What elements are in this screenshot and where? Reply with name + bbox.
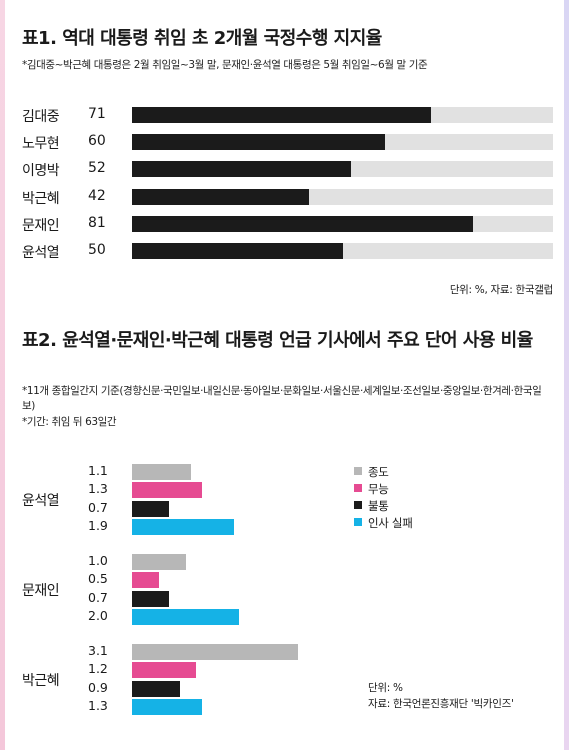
- chart2-legend-label: 인사 실패: [368, 516, 413, 530]
- chart2-legend-swatch: [354, 501, 362, 509]
- chart1-value-label: 60: [88, 133, 106, 149]
- chart2-source-origin: 자료: 한국언론진흥재단 '빅카인즈': [368, 698, 514, 710]
- chart2-group-label: 문재인: [22, 583, 60, 599]
- chart1-bar-track: [132, 134, 553, 150]
- chart1-value-label: 71: [88, 106, 106, 122]
- chart1-bar: [132, 161, 351, 177]
- chart2-value-label: 1.1: [88, 463, 108, 478]
- chart2-bar: [132, 572, 159, 588]
- chart2-source-unit: 단위: %: [368, 682, 403, 694]
- chart2-value-label: 1.3: [88, 481, 108, 496]
- chart2-legend-swatch: [354, 518, 362, 526]
- chart2-bar: [132, 699, 202, 715]
- chart2-legend-item: 무능: [354, 481, 389, 497]
- chart2-bar: [132, 464, 191, 480]
- chart2-legend-item: 종도: [354, 464, 389, 480]
- chart2-bar: [132, 554, 186, 570]
- chart1-category-label: 노무현: [22, 136, 60, 152]
- chart1-bar-track: [132, 216, 553, 232]
- chart2-bar: [132, 662, 197, 678]
- chart2-title: 표2. 윤석열·문재인·박근혜 대통령 언급 기사에서 주요 단어 사용 비율: [22, 330, 533, 351]
- chart2-group-label: 박근혜: [22, 673, 60, 689]
- chart1-category-label: 김대중: [22, 109, 60, 125]
- chart2-value-label: 0.7: [88, 590, 108, 605]
- chart1-value-label: 52: [88, 160, 106, 176]
- chart2-group-label: 윤석열: [22, 493, 60, 509]
- chart2-value-label: 2.0: [88, 608, 108, 623]
- chart1-bar: [132, 134, 385, 150]
- right-edge-gradient: [564, 0, 569, 750]
- chart2-value-label: 1.0: [88, 553, 108, 568]
- chart1-category-label: 문재인: [22, 218, 60, 234]
- chart1-category-label: 박근혜: [22, 191, 60, 207]
- chart1-bar-track: [132, 107, 553, 123]
- chart2-bar: [132, 501, 170, 517]
- chart2-legend-label: 종도: [368, 465, 389, 479]
- chart2-bar: [132, 681, 181, 697]
- chart1-category-label: 이명박: [22, 163, 60, 179]
- chart2-bar: [132, 482, 202, 498]
- chart2-note-outlets: *11개 종합일간지 기준(경향신문·국민일보·내일신문·동아일보·문화일보·서…: [22, 385, 542, 412]
- chart1-value-label: 50: [88, 242, 106, 258]
- chart1-bar-track: [132, 161, 553, 177]
- chart2-bar: [132, 609, 239, 625]
- chart2-legend-swatch: [354, 467, 362, 475]
- chart2-bar: [132, 591, 170, 607]
- chart1-category-label: 윤석열: [22, 245, 60, 261]
- chart2-note-period: *기간: 취임 뒤 63일간: [22, 416, 117, 428]
- chart1-title: 표1. 역대 대통령 취임 초 2개월 국정수행 지지율: [22, 28, 382, 49]
- chart2-value-label: 0.9: [88, 680, 108, 695]
- chart1-bar: [132, 243, 343, 259]
- chart2-value-label: 1.2: [88, 661, 108, 676]
- chart1-note: *김대중~박근혜 대통령은 2월 취임일~3월 말, 문재인·윤석열 대통령은 …: [22, 59, 428, 71]
- chart2-legend-item: 인사 실패: [354, 515, 413, 531]
- chart2-legend-item: 불통: [354, 498, 389, 514]
- chart1-bar: [132, 189, 309, 205]
- chart1-value-label: 42: [88, 188, 106, 204]
- chart2-legend-label: 불통: [368, 499, 389, 513]
- chart1-bar: [132, 216, 473, 232]
- chart2-bar: [132, 644, 298, 660]
- chart2-legend-label: 무능: [368, 482, 389, 496]
- chart2-bar: [132, 519, 234, 535]
- chart2-value-label: 0.5: [88, 571, 108, 586]
- chart1-bar-track: [132, 243, 553, 259]
- chart2-value-label: 3.1: [88, 643, 108, 658]
- chart1-bar: [132, 107, 431, 123]
- chart2-legend-swatch: [354, 484, 362, 492]
- chart1-source: 단위: %, 자료: 한국갤럽: [449, 284, 553, 296]
- chart1-value-label: 81: [88, 215, 106, 231]
- chart2-value-label: 1.9: [88, 518, 108, 533]
- chart2-value-label: 0.7: [88, 500, 108, 515]
- chart2-value-label: 1.3: [88, 698, 108, 713]
- left-edge-gradient: [0, 0, 5, 750]
- chart1-bar-track: [132, 189, 553, 205]
